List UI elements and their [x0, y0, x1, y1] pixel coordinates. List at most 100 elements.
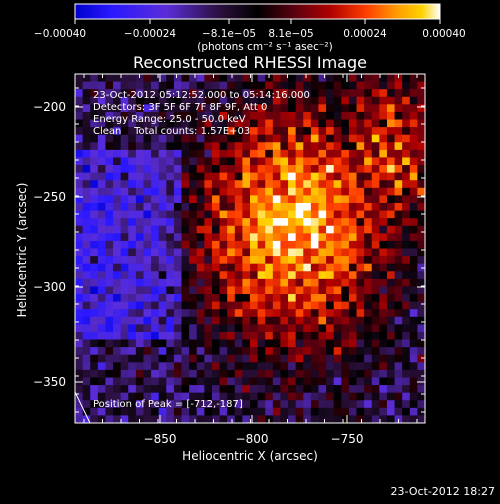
heatmap-cell: [219, 354, 228, 363]
heatmap-cell: [75, 157, 84, 166]
heatmap-cell: [288, 165, 297, 174]
heatmap-cell: [120, 294, 129, 303]
heatmap-cell: [227, 96, 236, 105]
heatmap-cell: [364, 301, 373, 310]
heatmap-cell: [257, 369, 266, 379]
heatmap-cell: [257, 256, 266, 265]
heatmap-cell: [288, 362, 297, 371]
colorbar-tick-label-0: −0.00040: [34, 28, 86, 40]
heatmap-cell: [173, 172, 183, 181]
heatmap-cell: [75, 240, 84, 250]
heatmap-cell: [394, 134, 403, 143]
heatmap-cell: [120, 339, 129, 348]
heatmap-cell: [227, 339, 236, 348]
heatmap-cell: [310, 195, 320, 204]
heatmap-cell: [97, 74, 107, 83]
heatmap-cell: [196, 339, 205, 348]
heatmap-cell: [257, 294, 266, 303]
heatmap-cell: [265, 157, 274, 166]
heatmap-cell: [166, 180, 175, 189]
heatmap-cell: [409, 263, 418, 272]
heatmap-cell: [417, 339, 425, 348]
y-tick-label-1: −250: [33, 190, 66, 204]
heatmap-cell: [242, 96, 251, 105]
heatmap-cell: [105, 316, 114, 325]
heatmap-cell: [219, 149, 228, 159]
heatmap-cell: [257, 172, 266, 181]
heatmap-cell: [120, 74, 129, 83]
heatmap-cell: [135, 377, 145, 386]
heatmap-cell: [348, 301, 358, 310]
heatmap-cell: [120, 127, 129, 136]
heatmap-cell: [348, 210, 358, 219]
heatmap-cell: [173, 210, 183, 219]
heatmap-cell: [158, 400, 167, 409]
heatmap-cell: [196, 202, 205, 212]
heatmap-cell: [189, 362, 198, 371]
heatmap-cell: [234, 240, 243, 250]
heatmap-cell: [143, 294, 152, 303]
heatmap-cell: [128, 286, 137, 295]
heatmap-cell: [364, 331, 373, 341]
heatmap-cell: [143, 74, 152, 83]
heatmap-cell: [288, 316, 297, 325]
heatmap-cell: [409, 240, 418, 250]
heatmap-cell: [341, 339, 350, 348]
heatmap-cell: [97, 111, 107, 121]
heatmap-cell: [173, 385, 183, 394]
heatmap-cell: [204, 294, 213, 303]
heatmap-cell: [143, 331, 152, 341]
heatmap-cell: [318, 210, 327, 219]
heatmap-cell: [280, 89, 289, 98]
heatmap-cell: [303, 331, 312, 341]
heatmap-cell: [402, 81, 411, 90]
heatmap-cell: [272, 271, 282, 280]
heatmap-cell: [196, 278, 205, 288]
heatmap-cell: [333, 210, 342, 219]
heatmap-cell: [166, 400, 175, 409]
heatmap-cell: [371, 210, 380, 219]
heatmap-cell: [303, 195, 312, 204]
heatmap-cell: [90, 172, 99, 181]
heatmap-cell: [158, 195, 167, 204]
heatmap-cell: [173, 104, 183, 113]
heatmap-cell: [318, 331, 327, 341]
heatmap-cell: [318, 347, 327, 356]
heatmap-cell: [82, 81, 91, 90]
heatmap-cell: [288, 309, 297, 318]
heatmap-cell: [75, 172, 84, 181]
heatmap-cell: [356, 362, 365, 371]
heatmap-cell: [113, 385, 122, 394]
heatmap-cell: [379, 225, 388, 234]
heatmap-cell: [90, 202, 99, 212]
heatmap-cell: [204, 354, 213, 363]
y-tick-label-0: −200: [33, 100, 66, 114]
heatmap-cell: [265, 187, 274, 196]
heatmap-cell: [341, 210, 350, 219]
heatmap-cell: [409, 400, 418, 409]
heatmap-cell: [326, 202, 335, 212]
heatmap-cell: [371, 415, 380, 423]
heatmap-cell: [409, 111, 418, 121]
heatmap-cell: [75, 400, 84, 409]
heatmap-cell: [90, 362, 99, 371]
heatmap-cell: [272, 316, 282, 325]
heatmap-cell: [280, 195, 289, 204]
heatmap-cell: [166, 187, 175, 196]
heatmap-cell: [219, 392, 228, 401]
heatmap-cell: [318, 377, 327, 386]
heatmap-cell: [417, 111, 425, 121]
heatmap-cell: [386, 74, 396, 83]
heatmap-cell: [288, 233, 297, 242]
heatmap-cell: [234, 195, 243, 204]
heatmap-cell: [341, 127, 350, 136]
heatmap-cell: [310, 377, 320, 386]
heatmap-cell: [295, 96, 304, 105]
heatmap-cell: [189, 407, 198, 417]
heatmap-cell: [409, 180, 418, 189]
heatmap-cell: [348, 256, 358, 265]
heatmap-cell: [75, 369, 84, 379]
heatmap-cell: [151, 202, 160, 212]
heatmap-cell: [394, 286, 403, 295]
heatmap-cell: [265, 309, 274, 318]
